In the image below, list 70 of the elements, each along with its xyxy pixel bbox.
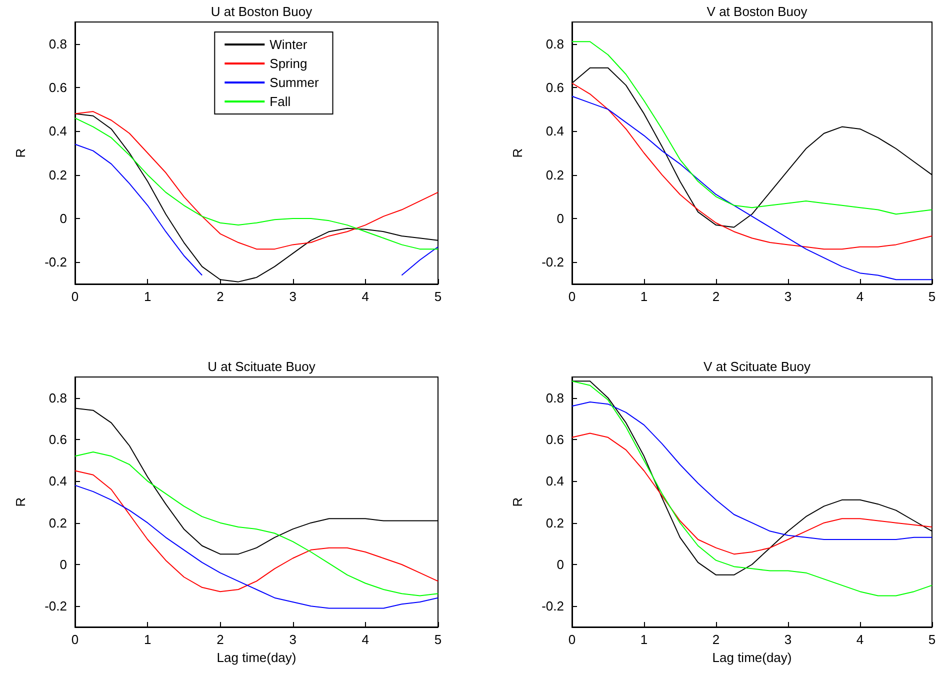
line-series (572, 41, 932, 215)
x-tick-label: 4 (856, 289, 864, 304)
line-series (572, 432, 932, 555)
x-tick-label: 0 (568, 289, 576, 304)
y-tick-label: 0.4 (48, 124, 67, 139)
x-tick-label: 4 (856, 632, 864, 647)
x-tick-label: 4 (362, 289, 370, 304)
x-tick-label: 3 (289, 632, 296, 647)
x-tick-label: 0 (71, 632, 79, 647)
x-tick-label: 5 (434, 289, 442, 304)
x-tick-label: 2 (712, 632, 720, 647)
line-series (74, 452, 438, 596)
legend-label: Summer (270, 75, 320, 90)
legend-label: Winter (270, 37, 308, 52)
chart-title: V at Scituate Buoy (704, 359, 811, 374)
x-tick-label: 5 (928, 289, 936, 304)
chart-title: U at Boston Buoy (210, 4, 313, 19)
line-series (572, 82, 932, 250)
y-tick-label: 0.4 (546, 124, 564, 139)
y-tick-label: 0.4 (48, 474, 67, 489)
y-tick-label: 0 (556, 211, 564, 226)
legend-label: Fall (270, 94, 291, 109)
x-tick-label: 3 (784, 632, 792, 647)
y-tick-label: -0.2 (542, 598, 564, 614)
y-tick-label: 0.4 (546, 474, 564, 489)
y-tick-label: 0.6 (546, 432, 564, 447)
x-tick-label: 3 (289, 289, 296, 304)
line-series (74, 484, 438, 609)
x-tick-label: 0 (568, 632, 576, 647)
y-tick-label: -0.2 (542, 254, 564, 270)
x-tick-label: 5 (434, 632, 442, 647)
y-tick-label: -0.2 (44, 598, 67, 614)
line-series (572, 96, 932, 280)
y-axis-title: R (13, 497, 28, 507)
x-tick-label: 1 (640, 289, 648, 304)
y-axis-title: R (13, 148, 28, 158)
y-tick-label: 0.2 (546, 167, 564, 182)
legend-label: Spring (270, 56, 308, 71)
y-tick-label: 0 (60, 557, 67, 572)
x-tick-label: 4 (362, 632, 370, 647)
y-tick-label: 0.8 (546, 36, 564, 52)
x-tick-label: 0 (71, 289, 79, 304)
chart-title: V at Boston Buoy (706, 4, 808, 19)
y-tick-label: 0.2 (48, 515, 67, 530)
y-tick-label: 0 (60, 211, 67, 226)
x-tick-label: 2 (216, 289, 224, 304)
x-tick-label: 3 (784, 289, 792, 304)
x-tick-label: 1 (640, 632, 648, 647)
x-tick-label: 5 (928, 632, 936, 647)
y-tick-label: 0.6 (546, 80, 564, 95)
y-tick-label: 0.8 (546, 390, 564, 406)
y-tick-label: 0.8 (48, 390, 67, 406)
x-axis-title: Lag time(day) (712, 650, 792, 665)
y-tick-label: 0.6 (48, 432, 67, 447)
x-axis-title: Lag time(day) (216, 650, 296, 665)
y-tick-label: 0.6 (48, 80, 67, 95)
y-tick-label: 0.2 (48, 167, 67, 182)
y-tick-label: 0 (556, 557, 564, 572)
y-tick-label: 0.8 (48, 36, 67, 52)
y-tick-label: 0.2 (546, 515, 564, 530)
chart-title: U at Scituate Buoy (208, 359, 316, 374)
x-tick-label: 2 (216, 632, 224, 647)
x-tick-label: 1 (144, 289, 152, 304)
y-axis-title: R (510, 497, 525, 507)
x-tick-label: 1 (144, 632, 152, 647)
line-series (572, 402, 932, 540)
y-tick-label: -0.2 (44, 254, 67, 270)
x-tick-label: 2 (712, 289, 720, 304)
y-axis-title: R (510, 148, 525, 158)
line-series (74, 470, 438, 592)
